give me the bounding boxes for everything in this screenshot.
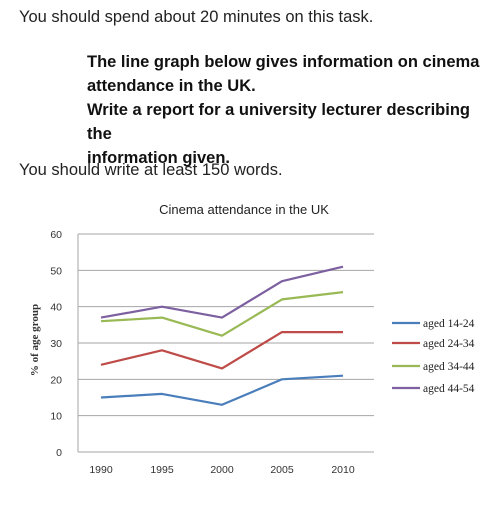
grid-lines	[77, 233, 374, 453]
line-chart: Cinema attendance in the UK % of age gro…	[0, 190, 504, 512]
task-line-2: attendance in the UK.	[87, 77, 256, 95]
series-line-aged-14-24	[100, 374, 344, 406]
y-tick-label: 10	[50, 411, 62, 423]
chart-canvas: Cinema attendance in the UK % of age gro…	[29, 202, 475, 476]
y-axis-label: % of age group	[29, 304, 41, 376]
legend-label: aged 44-54	[423, 383, 475, 395]
y-tick-label: 30	[50, 338, 62, 350]
series-line-aged-24-34	[100, 331, 343, 370]
task-line-3: Write a report for a university lecturer…	[87, 101, 470, 143]
y-tick-label: 60	[50, 229, 62, 241]
y-tick-labels: 0 10 20 30 40 50 60	[50, 229, 62, 459]
legend-label: aged 24-34	[423, 338, 475, 350]
y-tick-label: 40	[50, 302, 62, 314]
x-tick-labels: 1990 1995 2000 2005 2010	[89, 464, 355, 476]
x-tick-label: 1990	[89, 464, 113, 476]
series-line-aged-44-54	[100, 265, 344, 319]
y-tick-label: 20	[50, 374, 62, 386]
legend-label: aged 14-24	[423, 318, 475, 330]
task-line-4: information given.	[87, 149, 231, 167]
legend: aged 14-24 aged 24-34 aged 34-44 aged 44-54	[392, 318, 475, 395]
x-tick-label: 1995	[150, 464, 174, 476]
task-line-1: The line graph below gives information o…	[87, 53, 480, 71]
task-prompt: The line graph below gives information o…	[87, 50, 497, 170]
series-line-aged-34-44	[100, 291, 344, 337]
x-tick-label: 2010	[331, 464, 355, 476]
word-count-note: You should write at least 150 words.	[19, 161, 283, 179]
y-tick-label: 0	[56, 447, 62, 459]
y-tick-label: 50	[50, 265, 62, 277]
x-tick-label: 2000	[210, 464, 234, 476]
x-tick-label: 2005	[270, 464, 294, 476]
chart-title: Cinema attendance in the UK	[159, 202, 329, 217]
series-lines	[100, 265, 344, 406]
task-intro: You should spend about 20 minutes on thi…	[19, 8, 374, 26]
legend-label: aged 34-44	[423, 361, 475, 373]
